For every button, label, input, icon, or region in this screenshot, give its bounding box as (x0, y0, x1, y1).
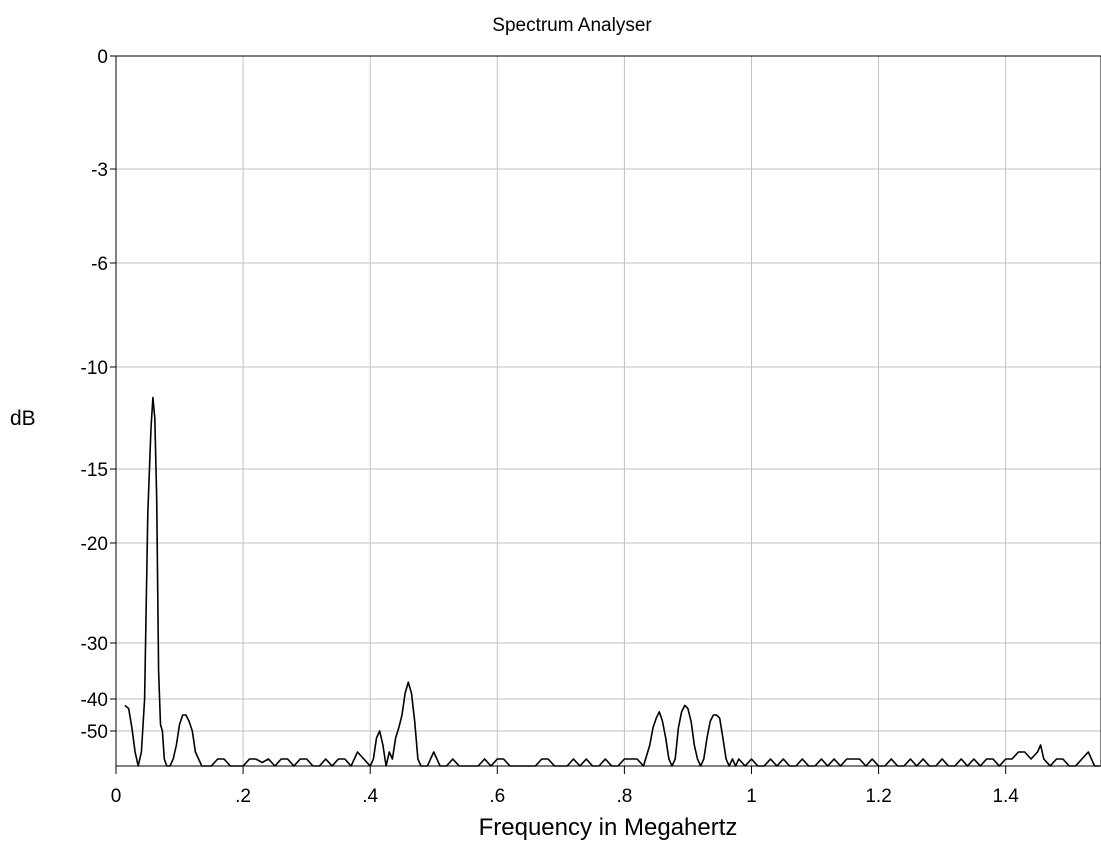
y-tick-label: -30 (81, 634, 108, 655)
y-tick-label: -15 (81, 460, 108, 481)
x-tick-label: 1.2 (865, 786, 891, 807)
y-axis-ticks: 0 -3 -6 -10 -15 -20 -30 -40 -50 (81, 47, 116, 743)
y-tick-label: -10 (81, 358, 108, 379)
spectrum-trace (124, 396, 1100, 767)
y-tick-label: 0 (97, 47, 108, 68)
grid (116, 56, 1101, 766)
x-tick-label: 1 (746, 786, 757, 807)
x-tick-label: .4 (362, 786, 378, 807)
x-tick-label: .8 (616, 786, 632, 807)
y-tick-label: -20 (81, 534, 108, 555)
y-tick-label: -50 (81, 722, 108, 743)
x-tick-label: 1.4 (992, 786, 1019, 807)
x-tick-label: .6 (489, 786, 505, 807)
y-tick-label: -6 (91, 254, 108, 275)
chart-title: Spectrum Analyser (492, 15, 652, 36)
x-axis-ticks: 0 .2 .4 .6 .8 1 1.2 1.4 (111, 766, 1019, 807)
x-tick-label: 0 (111, 786, 122, 807)
y-tick-label: -40 (81, 690, 108, 711)
plot-area-border (115, 55, 1101, 767)
y-axis-label: dB (10, 407, 36, 430)
y-tick-label: -3 (91, 160, 108, 181)
x-axis-label: Frequency in Megahertz (479, 814, 738, 841)
x-tick-label: .2 (235, 786, 251, 807)
